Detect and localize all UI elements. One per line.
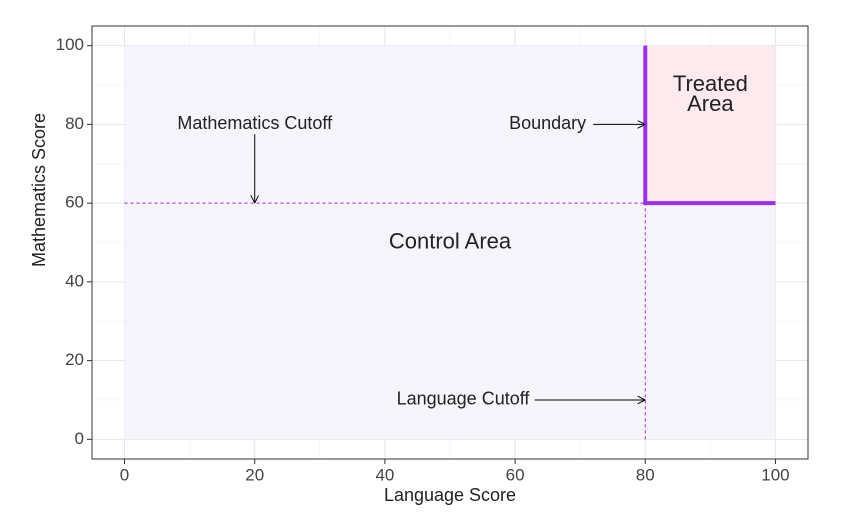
- region: [645, 45, 776, 204]
- boundary-line: [643, 45, 776, 206]
- x-tick-label: 0: [120, 465, 129, 484]
- x-tick-label: 100: [761, 465, 789, 484]
- annotation: Control Area: [389, 228, 512, 253]
- panel-border: [91, 25, 809, 460]
- y-axis-title: Mathematics Score: [29, 113, 49, 267]
- y-tick-label: 80: [65, 114, 84, 133]
- annotation: Treated Area: [672, 70, 748, 116]
- annotation: Language Cutoff: [397, 389, 531, 409]
- y-tick-label: 60: [65, 193, 84, 212]
- annotation: Mathematics Cutoff: [177, 113, 333, 133]
- y-tick-label: 20: [65, 350, 84, 369]
- x-axis-title: Language Score: [384, 485, 516, 505]
- x-tick-label: 20: [245, 465, 264, 484]
- x-tick-label: 60: [506, 465, 525, 484]
- y-tick-label: 40: [65, 271, 84, 290]
- x-tick-label: 80: [636, 465, 655, 484]
- y-tick-label: 100: [56, 35, 84, 54]
- x-tick-label: 40: [375, 465, 394, 484]
- y-tick-label: 0: [75, 429, 84, 448]
- annotation: Boundary: [509, 113, 586, 133]
